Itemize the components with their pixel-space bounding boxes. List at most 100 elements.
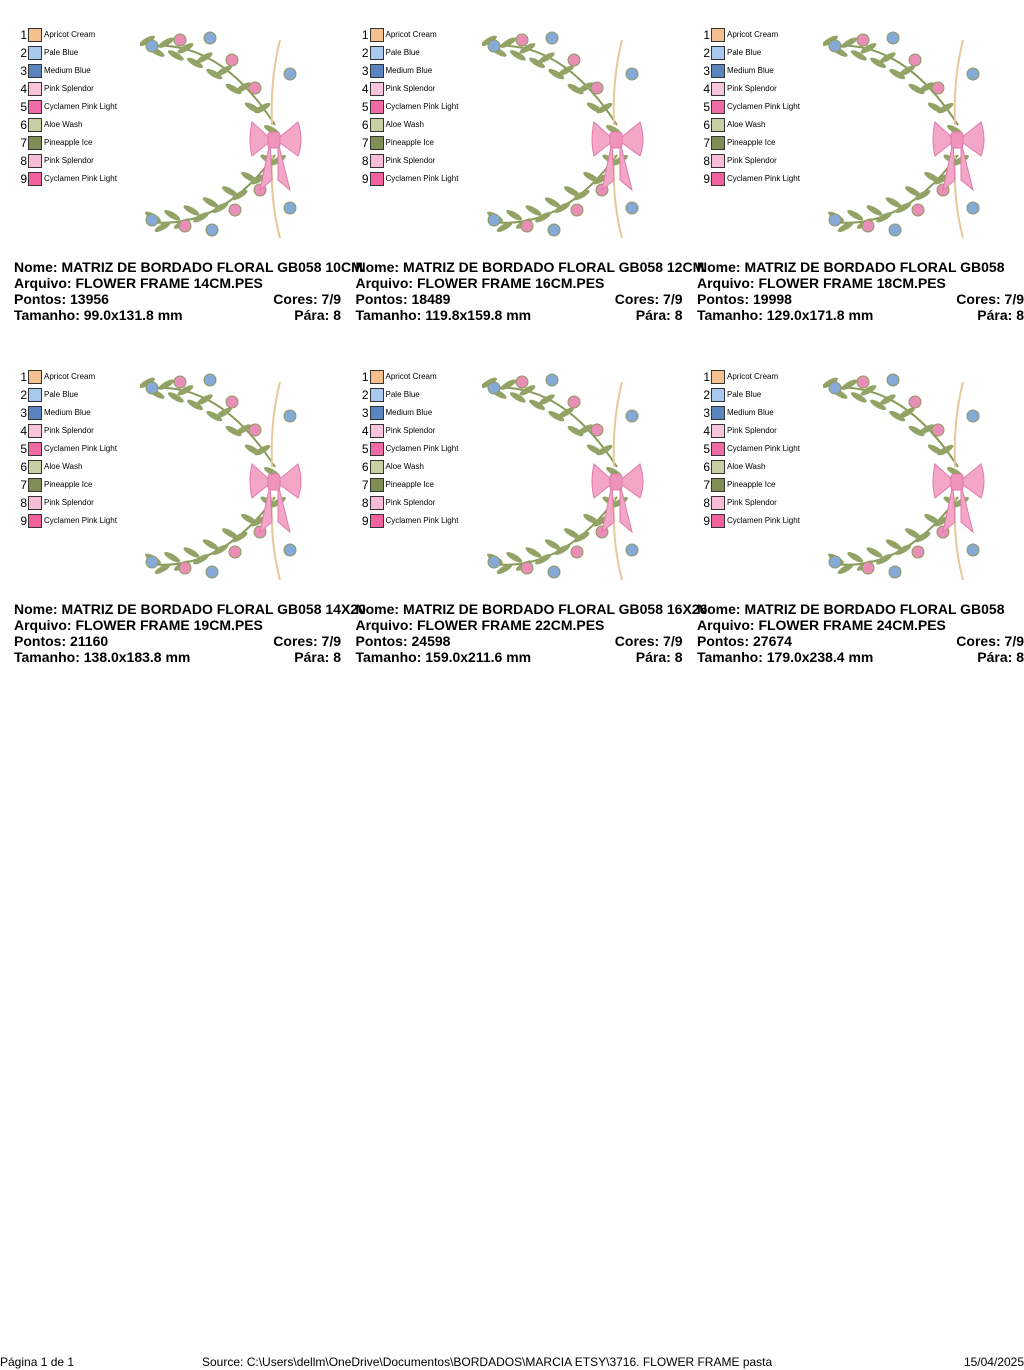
embroidery-detail (145, 39, 159, 53)
thread-number: 5 (20, 100, 27, 114)
stop-count: Pára: 8 (977, 649, 1024, 665)
embroidery-detail (235, 82, 252, 93)
embroidery-detail (841, 37, 858, 48)
embroidery-detail (183, 547, 200, 558)
embroidery-detail (870, 399, 887, 411)
thread-swatch (369, 154, 384, 168)
thread-name: Pink Splendor (385, 498, 436, 507)
embroidery-detail (212, 202, 229, 213)
thread-swatch (28, 64, 42, 78)
embroidery-detail (487, 213, 500, 227)
thread-swatch (711, 478, 725, 492)
embroidery-detail (187, 57, 204, 69)
embroidery-detail (612, 39, 623, 126)
thread-swatch (369, 46, 384, 60)
embroidery-detail (866, 547, 883, 558)
embroidery-detail (861, 561, 875, 575)
embroidery-detail (203, 31, 217, 45)
embroidery-detail (600, 483, 633, 534)
thread-number: 5 (703, 442, 710, 456)
design-card: 1 Apricot Cream 2 Pale Blue 3 Medium Blue 4 Pin… (697, 26, 1024, 326)
thread-swatch (369, 64, 384, 78)
thread-swatch (28, 100, 42, 114)
stop-count: Pára: 8 (294, 649, 341, 665)
embroidery-detail (625, 67, 638, 81)
embroidery-detail (879, 394, 896, 405)
embroidery-detail (563, 186, 580, 197)
thread-number: 7 (20, 478, 27, 492)
embroidery-detail (879, 52, 896, 63)
embroidery-detail (856, 375, 870, 389)
color-count: Cores: 7/9 (273, 633, 341, 649)
thread-name: Cyclamen Pink Light (727, 102, 800, 111)
thread-swatch (28, 82, 42, 96)
thread-number: 7 (703, 478, 710, 492)
thread-number: 8 (361, 154, 369, 168)
thread-number: 9 (361, 172, 369, 186)
embroidery-preview (823, 373, 985, 581)
embroidery-detail (850, 50, 867, 61)
thread-swatch (369, 478, 384, 492)
embroidery-detail (193, 212, 210, 223)
design-name: Nome: MATRIZ DE BORDADO FLORAL GB058 (697, 601, 1005, 617)
thread-name: Medium Blue (44, 408, 91, 417)
thread-name: Pink Splendor (44, 156, 94, 165)
thread-name: Apricot Cream (44, 372, 96, 381)
thread-number: 1 (361, 28, 369, 42)
thread-swatch (28, 496, 42, 510)
embroidery-detail (509, 392, 526, 403)
embroidery-detail (283, 543, 297, 557)
thread-name: Cyclamen Pink Light (385, 516, 459, 525)
thread-number: 5 (361, 100, 369, 114)
embroidery-detail (600, 141, 633, 192)
embroidery-detail (206, 68, 223, 80)
embroidery-detail (202, 197, 219, 208)
embroidery-detail (828, 555, 842, 569)
embroidery-detail (487, 39, 500, 53)
page-number: Página 1 de 1 (0, 1355, 75, 1369)
embroidery-detail (576, 82, 593, 93)
design-size: Tamanho: 119.8x159.8 mm (355, 307, 532, 323)
embroidery-detail (487, 555, 500, 569)
embroidery-detail (931, 81, 945, 95)
embroidery-detail (911, 203, 925, 217)
embroidery-detail (914, 531, 931, 543)
embroidery-detail (270, 381, 281, 468)
embroidery-detail (841, 379, 858, 390)
thread-swatch (711, 46, 725, 60)
thread-number: 8 (703, 154, 710, 168)
thread-swatch (28, 406, 42, 420)
embroidery-detail (950, 131, 964, 149)
thread-name: Pale Blue (44, 390, 79, 399)
embroidery-detail (231, 189, 248, 201)
thread-name: Pink Splendor (727, 156, 777, 165)
thread-name: Medium Blue (385, 408, 433, 417)
embroidery-detail (496, 563, 513, 574)
embroidery-detail (158, 37, 175, 48)
thread-swatch (711, 514, 725, 528)
embroidery-detail (164, 210, 181, 221)
embroidery-detail (547, 223, 560, 237)
embroidery-detail (164, 552, 181, 563)
thread-number: 6 (703, 460, 710, 474)
embroidery-detail (183, 205, 200, 216)
thread-number: 3 (703, 64, 710, 78)
embroidery-detail (196, 52, 213, 63)
embroidery-detail (885, 197, 902, 208)
embroidery-detail (547, 68, 564, 80)
thread-number: 7 (361, 136, 369, 150)
embroidery-detail (267, 473, 281, 491)
embroidery-detail (525, 547, 541, 558)
embroidery-detail (823, 377, 838, 388)
embroidery-detail (528, 399, 545, 411)
thread-number: 1 (703, 370, 710, 384)
embroidery-detail (202, 539, 219, 550)
thread-swatch (711, 424, 725, 438)
thread-swatch (711, 28, 725, 42)
thread-name: Pineapple Ice (385, 138, 434, 147)
thread-swatch (369, 370, 384, 384)
thread-swatch (369, 136, 384, 150)
thread-name: Cyclamen Pink Light (44, 174, 117, 183)
design-size: Tamanho: 159.0x211.6 mm (355, 649, 532, 665)
